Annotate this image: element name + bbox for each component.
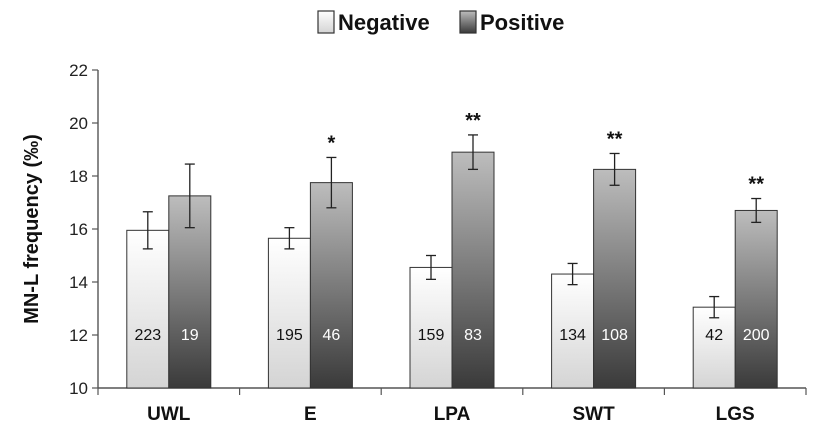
significance-label: **: [748, 174, 764, 196]
y-tick-label: 22: [69, 61, 88, 80]
y-tick-label: 10: [69, 379, 88, 398]
count-label: 46: [323, 327, 341, 344]
y-tick-label: 14: [69, 273, 88, 292]
x-tick-label: LPA: [434, 404, 471, 425]
y-tick-label: 20: [69, 114, 88, 133]
legend-label-positive: Positive: [480, 10, 564, 35]
bar-negative: [267, 237, 311, 389]
count-label: 195: [276, 327, 303, 344]
legend-swatch-negative: [317, 10, 335, 34]
bar-negative: [126, 229, 170, 389]
bar-positive: [451, 151, 495, 389]
x-tick-label: SWT: [572, 404, 615, 425]
legend-label-negative: Negative: [338, 10, 430, 35]
x-tick-label: LGS: [716, 404, 755, 425]
x-tick-label: UWL: [147, 404, 191, 425]
x-tick-label: E: [304, 404, 317, 425]
count-label: 83: [464, 327, 482, 344]
bar-positive: [309, 182, 353, 389]
y-axis-label: MN-L frequency (‰): [21, 134, 43, 324]
count-label: 134: [559, 327, 586, 344]
bar-positive: [734, 209, 778, 389]
count-label: 200: [743, 327, 770, 344]
count-label: 19: [181, 327, 199, 344]
bar-negative: [692, 306, 736, 389]
y-tick-label: 16: [69, 220, 88, 239]
y-tick-label: 18: [69, 167, 88, 186]
bar-negative: [551, 273, 595, 389]
y-tick-label: 12: [69, 326, 88, 345]
legend-swatch-positive: [459, 10, 477, 34]
significance-label: *: [328, 132, 336, 154]
labels: UWL 223 19 E 195 46 * LPA 159 83 ** SWT 134 108 ** LGS 4…: [134, 110, 769, 425]
axes: 10 12 14 16 18 20 22: [69, 61, 807, 398]
significance-label: **: [607, 128, 623, 150]
bars: [126, 134, 778, 389]
significance-label: **: [465, 110, 481, 132]
legend: Negative Positive: [317, 10, 564, 35]
count-label: 42: [705, 327, 723, 344]
count-label: 159: [418, 327, 445, 344]
count-label: 108: [601, 327, 628, 344]
bar-positive: [593, 168, 637, 389]
count-label: 223: [134, 327, 161, 344]
